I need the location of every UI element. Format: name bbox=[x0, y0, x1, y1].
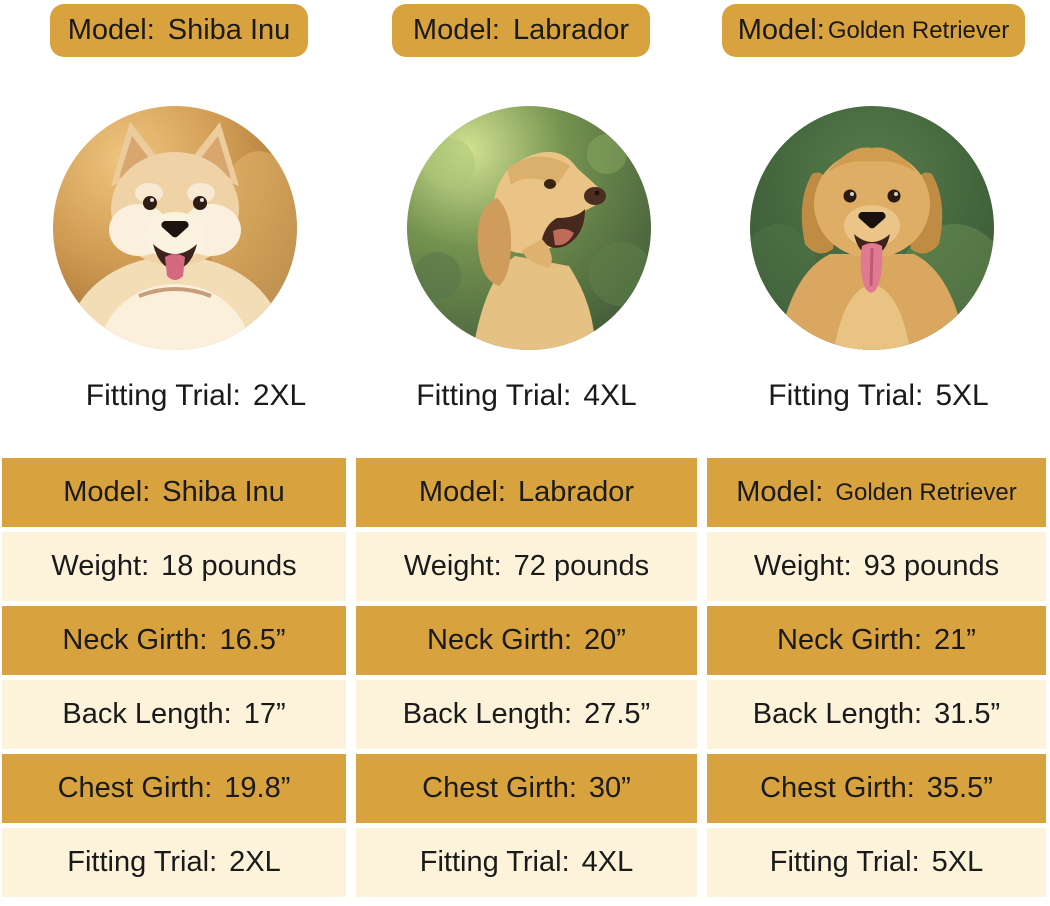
row-value: 4XL bbox=[581, 846, 634, 878]
fitting-trial-value: 2XL bbox=[252, 379, 307, 412]
model-header-golden-retriever: Model: Golden Retriever bbox=[722, 4, 1025, 57]
row-value: 72 pounds bbox=[513, 550, 650, 582]
row-label: Neck Girth: bbox=[62, 624, 208, 656]
table-row: Chest Girth: 35.5” bbox=[707, 754, 1046, 823]
model-header-labrador: Model: Labrador bbox=[392, 4, 650, 57]
table-row: Chest Girth: 30” bbox=[356, 754, 697, 823]
row-value: 18 pounds bbox=[161, 550, 297, 582]
row-label: Fitting Trial: bbox=[67, 846, 218, 878]
model-header-value: Golden Retriever bbox=[827, 16, 1010, 44]
table-row: Back Length: 27.5” bbox=[356, 680, 697, 749]
model-header-shiba-inu: Model: Shiba Inu bbox=[50, 4, 308, 57]
row-label: Back Length: bbox=[62, 698, 232, 730]
table-row: Model: Golden Retriever bbox=[707, 458, 1046, 527]
model-header-label: Model: bbox=[67, 14, 155, 46]
model-header-value: Shiba Inu bbox=[167, 14, 291, 46]
row-label: Back Length: bbox=[402, 698, 573, 730]
model-header-label: Model: bbox=[412, 14, 500, 46]
fitting-trial-label: Fitting Trial: bbox=[416, 379, 572, 412]
row-label: Chest Girth: bbox=[422, 772, 577, 804]
golden-retriever-photo bbox=[750, 106, 994, 350]
row-label: Weight: bbox=[753, 550, 852, 582]
fitting-trial-value: 5XL bbox=[935, 379, 989, 412]
row-value: 35.5” bbox=[926, 772, 993, 804]
row-value: 2XL bbox=[229, 846, 281, 878]
fitting-trial-caption-labrador: Fitting Trial: 4XL bbox=[356, 372, 697, 420]
row-value: Labrador bbox=[517, 476, 635, 508]
row-value: 30” bbox=[588, 772, 631, 804]
row-label: Model: bbox=[736, 476, 824, 508]
golden-retriever-illustration bbox=[750, 106, 994, 350]
row-value: Shiba Inu bbox=[162, 476, 285, 508]
row-value: 16.5” bbox=[219, 624, 286, 656]
row-label: Model: bbox=[418, 476, 506, 508]
fitting-trial-label: Fitting Trial: bbox=[85, 379, 241, 412]
row-value: 27.5” bbox=[584, 698, 651, 730]
fitting-trial-label: Fitting Trial: bbox=[768, 379, 924, 412]
table-row: Weight: 93 pounds bbox=[707, 532, 1046, 601]
table-row: Weight: 18 pounds bbox=[2, 532, 346, 601]
row-label: Back Length: bbox=[752, 698, 923, 730]
size-table-shiba-inu: Model: Shiba Inu Weight: 18 pounds Neck … bbox=[2, 458, 346, 897]
fitting-trial-caption-golden-retriever: Fitting Trial: 5XL bbox=[707, 372, 1050, 420]
row-label: Fitting Trial: bbox=[419, 846, 570, 878]
row-value: 31.5” bbox=[934, 698, 1001, 730]
shiba-inu-illustration bbox=[53, 106, 297, 350]
labrador-illustration bbox=[407, 106, 651, 350]
labrador-photo bbox=[407, 106, 651, 350]
table-row: Model: Labrador bbox=[356, 458, 697, 527]
row-value: 93 pounds bbox=[863, 550, 1000, 582]
table-row: Back Length: 17” bbox=[2, 680, 346, 749]
table-row: Neck Girth: 21” bbox=[707, 606, 1046, 675]
table-row: Weight: 72 pounds bbox=[356, 532, 697, 601]
table-row: Neck Girth: 16.5” bbox=[2, 606, 346, 675]
row-label: Model: bbox=[63, 476, 151, 508]
row-value: 17” bbox=[243, 698, 286, 730]
row-label: Chest Girth: bbox=[760, 772, 915, 804]
row-value: 21” bbox=[934, 624, 976, 656]
table-row: Neck Girth: 20” bbox=[356, 606, 697, 675]
row-label: Fitting Trial: bbox=[769, 846, 920, 878]
row-value: Golden Retriever bbox=[835, 478, 1017, 506]
size-table-labrador: Model: Labrador Weight: 72 pounds Neck G… bbox=[356, 458, 697, 897]
table-row: Back Length: 31.5” bbox=[707, 680, 1046, 749]
table-row: Model: Shiba Inu bbox=[2, 458, 346, 527]
table-row: Chest Girth: 19.8” bbox=[2, 754, 346, 823]
table-row: Fitting Trial: 4XL bbox=[356, 828, 697, 897]
table-row: Fitting Trial: 2XL bbox=[2, 828, 346, 897]
table-row: Fitting Trial: 5XL bbox=[707, 828, 1046, 897]
fitting-trial-caption-shiba-inu: Fitting Trial: 2XL bbox=[0, 372, 392, 420]
row-label: Weight: bbox=[403, 550, 502, 582]
model-header-label: Model: bbox=[737, 14, 825, 46]
row-value: 20” bbox=[584, 624, 626, 656]
row-label: Weight: bbox=[51, 550, 150, 582]
size-table-golden-retriever: Model: Golden Retriever Weight: 93 pound… bbox=[707, 458, 1046, 897]
row-label: Neck Girth: bbox=[427, 624, 573, 656]
row-value: 5XL bbox=[931, 846, 984, 878]
row-value: 19.8” bbox=[224, 772, 291, 804]
row-label: Neck Girth: bbox=[777, 624, 923, 656]
fitting-trial-value: 4XL bbox=[583, 379, 637, 412]
shiba-inu-photo bbox=[53, 106, 297, 350]
model-header-value: Labrador bbox=[512, 14, 630, 46]
row-label: Chest Girth: bbox=[57, 772, 213, 804]
